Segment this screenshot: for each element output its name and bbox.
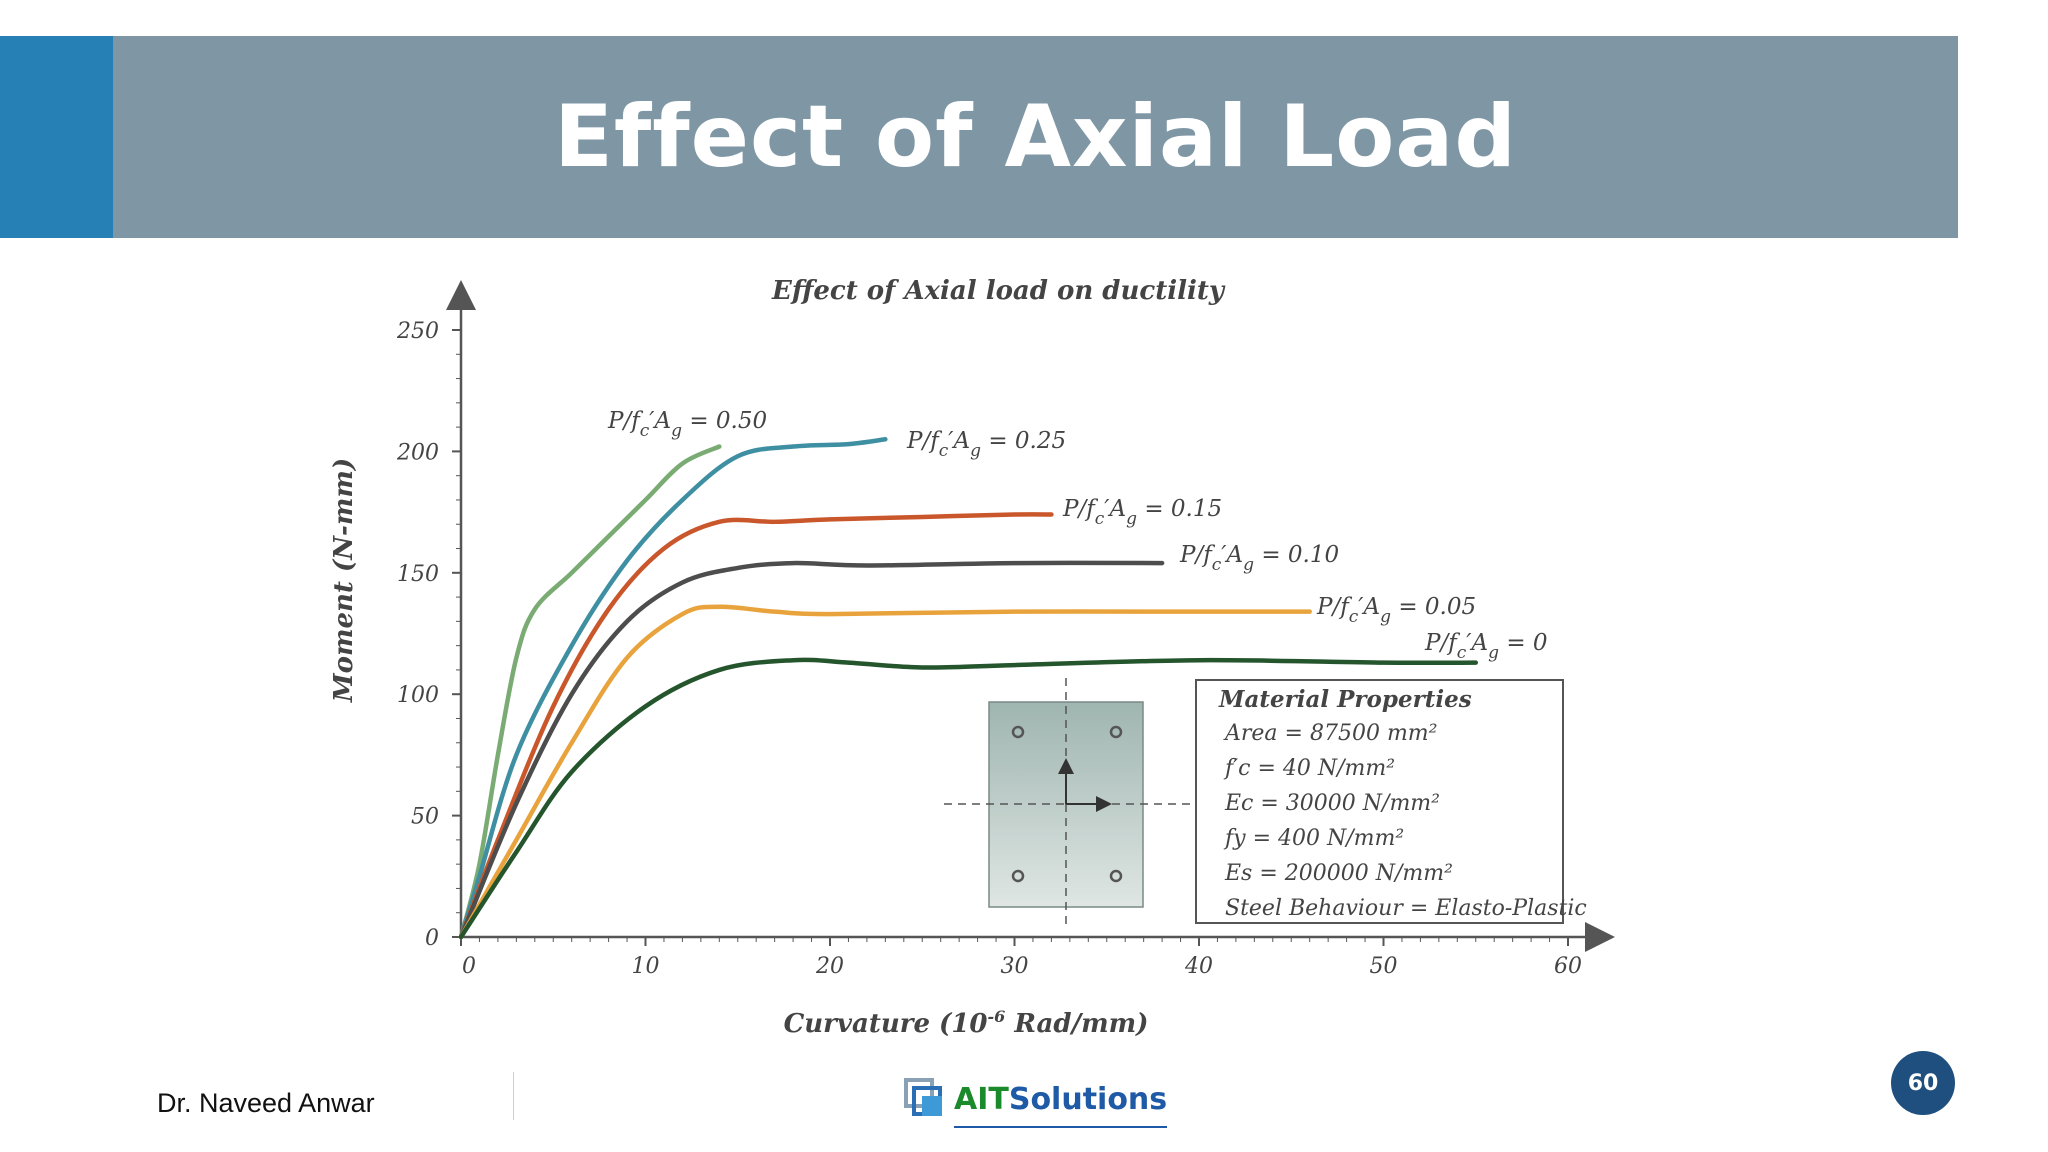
y-tick-label: 250 xyxy=(396,319,439,344)
y-tick-label: 100 xyxy=(397,683,439,708)
chart-title: Effect of Axial load on ductility xyxy=(771,276,1226,306)
x-axis-label: Curvature (10-6 Rad/mm) xyxy=(784,1007,1149,1039)
page-number-badge: 60 xyxy=(1891,1051,1955,1115)
y-tick-label: 200 xyxy=(396,440,439,465)
series-label: P/fc′Ag = 0.15 xyxy=(1062,496,1222,529)
logo-ait-text: AIT xyxy=(954,1081,1009,1117)
series-label: P/fc′Ag = 0 xyxy=(1424,630,1548,663)
series-label: P/fc′Ag = 0.50 xyxy=(607,408,767,441)
material-property-line: Ec = 30000 N/mm² xyxy=(1224,791,1440,816)
x-tick-label: 0 xyxy=(462,954,476,979)
x-tick-label: 20 xyxy=(815,954,844,979)
logo-underline xyxy=(954,1126,1168,1128)
y-tick-label: 0 xyxy=(425,926,439,951)
x-tick-label: 60 xyxy=(1554,954,1582,979)
section-diagram xyxy=(944,678,1190,925)
material-property-line: Steel Behaviour = Elasto-Plastic xyxy=(1225,896,1587,921)
material-properties-box: Material Properties Area = 87500 mm² f′c … xyxy=(1195,679,1587,924)
series-line xyxy=(458,560,1165,940)
x-tick-label: 30 xyxy=(1001,954,1029,979)
logo-solutions-text: Solutions xyxy=(1008,1081,1168,1117)
ait-logo-icon xyxy=(904,1078,942,1116)
series-line xyxy=(458,444,722,940)
series-line xyxy=(458,512,1054,940)
title-accent-block xyxy=(0,36,113,238)
y-tick-label: 150 xyxy=(397,562,439,587)
series-line xyxy=(458,657,1478,940)
title-bar: Effect of Axial Load xyxy=(0,36,1958,238)
material-property-line: Area = 87500 mm² xyxy=(1223,721,1437,746)
series-line xyxy=(458,604,1312,940)
series-label: P/fc′Ag = 0.05 xyxy=(1316,594,1476,627)
material-properties-heading: Material Properties xyxy=(1218,686,1472,713)
ait-solutions-logo: AITSolutions xyxy=(904,1074,1168,1128)
series-label: P/fc′Ag = 0.25 xyxy=(906,428,1066,461)
series-line xyxy=(458,437,888,940)
y-axis-label: Moment (N-mm) xyxy=(329,458,359,703)
material-property-line: f′c = 40 N/mm² xyxy=(1223,756,1395,781)
y-tick-label: 50 xyxy=(411,805,439,830)
x-tick-label: 10 xyxy=(632,954,660,979)
x-tick-label: 40 xyxy=(1184,954,1213,979)
x-tick-label: 50 xyxy=(1370,954,1398,979)
author-name: Dr. Naveed Anwar xyxy=(157,1088,375,1118)
series-label: P/fc′Ag = 0.10 xyxy=(1179,542,1339,575)
material-property-line: fy = 400 N/mm² xyxy=(1223,826,1404,851)
footer-divider xyxy=(513,1072,514,1120)
material-property-line: Es = 200000 N/mm² xyxy=(1224,861,1453,886)
slide-title: Effect of Axial Load xyxy=(554,87,1517,187)
